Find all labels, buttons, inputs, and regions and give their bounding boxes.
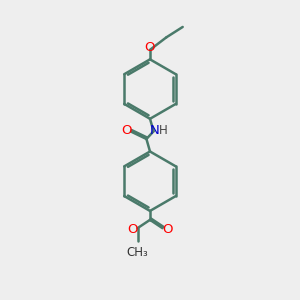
Text: O: O: [127, 223, 137, 236]
Text: O: O: [162, 223, 172, 236]
Text: N: N: [149, 124, 159, 137]
Text: H: H: [159, 124, 168, 136]
Text: CH₃: CH₃: [126, 246, 148, 259]
Text: O: O: [122, 124, 132, 137]
Text: O: O: [144, 41, 154, 54]
